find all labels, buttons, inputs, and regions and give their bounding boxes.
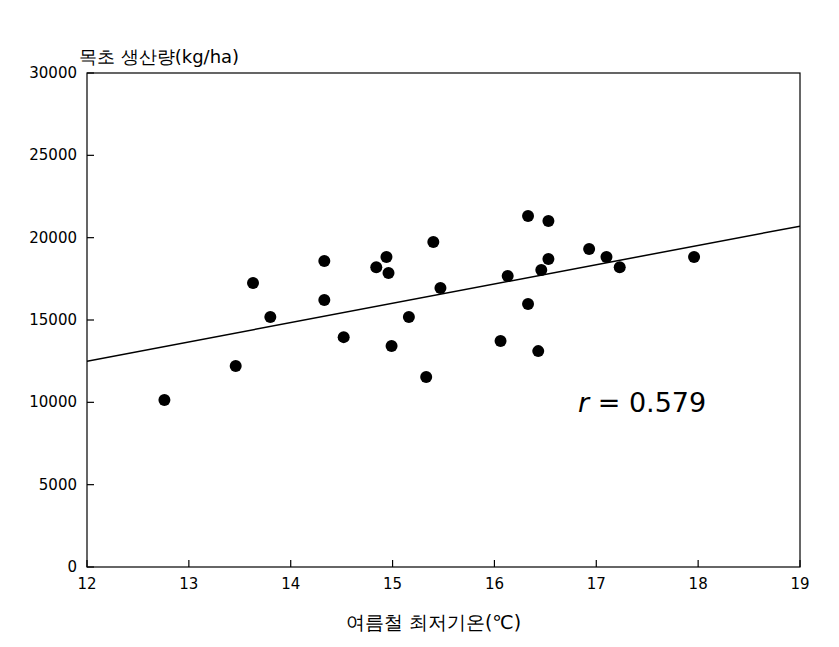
- point: [583, 243, 595, 255]
- y-tick: [87, 155, 94, 156]
- x-tick: [392, 560, 393, 567]
- point: [542, 253, 554, 265]
- point: [614, 261, 626, 273]
- x-tick: [86, 560, 87, 567]
- x-tick: [188, 560, 189, 567]
- point: [318, 255, 330, 267]
- x-tick: [799, 560, 800, 567]
- x-tick-label: 18: [689, 575, 708, 593]
- y-tick-label: 15000: [29, 311, 77, 329]
- x-tick-label: 17: [587, 575, 606, 593]
- x-tick-label: 13: [179, 575, 198, 593]
- y-tick: [87, 566, 94, 567]
- point: [380, 251, 392, 263]
- point: [382, 267, 394, 279]
- y-tick-label: 30000: [29, 64, 77, 82]
- x-tick: [494, 560, 495, 567]
- x-tick-label: 19: [790, 575, 809, 593]
- y-tick-label: 20000: [29, 229, 77, 247]
- chart: 12 13 14 15 16 17 18 19 0 5000 10000 15000 20000 2500…: [0, 0, 839, 647]
- y-tick-label: 10000: [29, 393, 77, 411]
- x-axis-label: 여름철 최저기온(℃): [346, 611, 521, 633]
- point: [495, 335, 507, 347]
- trend-line: [87, 226, 800, 361]
- point: [427, 236, 439, 248]
- point: [370, 261, 382, 273]
- point: [532, 345, 544, 357]
- y-tick-label: 25000: [29, 146, 77, 164]
- point: [434, 282, 446, 294]
- y-tick-label: 0: [67, 558, 77, 576]
- x-tick-label: 15: [383, 575, 402, 593]
- point: [522, 298, 534, 310]
- point: [264, 311, 276, 323]
- x-tick-label: 16: [485, 575, 504, 593]
- point: [158, 394, 170, 406]
- marks: [87, 210, 800, 406]
- x-tick: [290, 560, 291, 567]
- y-tick: [87, 484, 94, 485]
- x-tick: [698, 560, 699, 567]
- y-axis-label: 목초 생산량(kg/ha): [79, 46, 239, 67]
- point: [386, 340, 398, 352]
- y-tick-label: 5000: [39, 476, 77, 494]
- annotation: r = 0.579: [578, 387, 706, 418]
- point: [688, 251, 700, 263]
- y-tick: [87, 72, 94, 73]
- point: [403, 311, 415, 323]
- point: [542, 215, 554, 227]
- y-tick: [87, 402, 94, 403]
- point: [338, 331, 350, 343]
- annotation-rest: = 0.579: [589, 387, 706, 418]
- y-tick: [87, 237, 94, 238]
- plot-frame: [87, 73, 800, 567]
- point: [230, 360, 242, 372]
- point: [420, 371, 432, 383]
- x-tick-label: 14: [281, 575, 300, 593]
- point: [522, 210, 534, 222]
- point: [318, 294, 330, 306]
- y-tick: [87, 319, 94, 320]
- x-tick-label: 12: [77, 575, 96, 593]
- point: [247, 277, 259, 289]
- x-tick: [596, 560, 597, 567]
